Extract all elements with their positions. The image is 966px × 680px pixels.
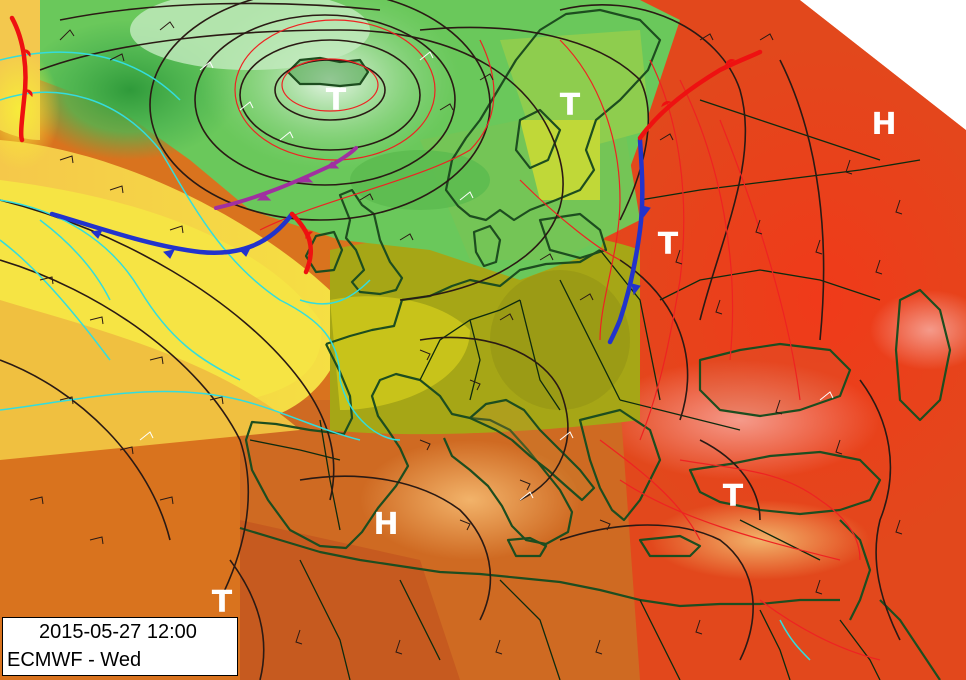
northwest-warm-front xyxy=(9,15,28,143)
pressure-center-low: T xyxy=(560,88,581,123)
model-run-label: ECMWF - Wed xyxy=(7,649,142,671)
wind-barbs-light xyxy=(139,51,834,501)
map-info-box: 2015-05-27 12:00 ECMWF - Wed xyxy=(2,617,238,676)
pressure-center-low: T xyxy=(326,83,347,118)
eastern-cold-front xyxy=(607,137,645,345)
weather-fronts xyxy=(9,15,763,345)
outside-domain-area xyxy=(800,0,966,130)
eastern-warm-front xyxy=(637,49,763,141)
pressure-center-low: T xyxy=(212,585,233,620)
pressure-center-low: T xyxy=(658,227,679,262)
atlantic-cold-front xyxy=(49,211,295,255)
pressure-center-high: H xyxy=(373,507,398,542)
atlantic-warm-front xyxy=(289,211,314,275)
coastlines xyxy=(239,8,952,680)
wind-barbs xyxy=(29,21,903,655)
forecast-timestamp: 2015-05-27 12:00 xyxy=(39,621,197,643)
pressure-centers: T T T T T H H xyxy=(212,83,897,620)
occluded-front xyxy=(214,146,358,210)
isobars xyxy=(0,0,901,680)
country-borders xyxy=(249,99,921,680)
pressure-center-low: T xyxy=(723,479,744,514)
pressure-center-high: H xyxy=(871,107,896,142)
warm-isotherms xyxy=(234,19,881,661)
